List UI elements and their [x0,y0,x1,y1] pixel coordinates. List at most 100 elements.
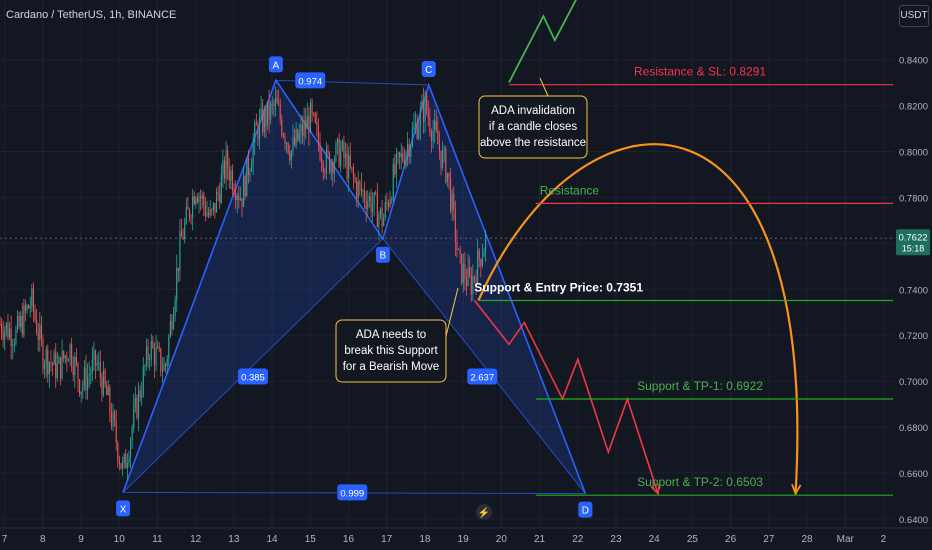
candle-body [266,101,269,126]
candle-body [373,192,375,205]
candle-body [155,347,157,366]
candle-body [96,363,98,366]
candle-body [125,454,127,469]
pattern-ratio-box [237,368,268,385]
candle-body [392,164,394,201]
candle-body [74,356,76,376]
candle-body [174,299,176,316]
candle-body [418,127,420,139]
callout-pointer [445,287,459,337]
candle-body [235,193,237,201]
candle-body [360,183,362,192]
candle-body [142,366,144,395]
pattern-point-marker [421,60,436,77]
pattern-point-marker [268,56,283,73]
time-tick-label: 2 [881,534,887,545]
candle-body [220,174,222,203]
candle-body [217,192,219,194]
pattern-point-label: B [380,251,387,262]
candle-body [20,315,22,327]
candle-body [485,233,487,251]
candle-body [286,142,288,144]
pattern-ratio-label: 0.999 [340,488,364,499]
event-lightning-icon [476,504,493,520]
candle-body [313,113,315,115]
candle-body [346,153,348,179]
candle-body [469,266,471,276]
candle-body [424,95,426,122]
candle-body [329,152,331,173]
candle-body [435,120,437,130]
pattern-point-label: A [273,60,280,71]
candle-body [59,357,62,379]
candle-body [289,152,291,161]
candle-body [145,346,148,366]
candle-body [357,181,359,199]
time-tick-label: 26 [725,534,737,545]
price-tick-label: 0.6800 [899,423,928,434]
candle-body [305,120,307,129]
candle-body [50,362,52,364]
bullish-scenario-path [508,0,577,84]
candle-body [257,125,259,140]
candle-body [450,177,452,211]
time-axis: 7 8 9 10 11 12 13 14 15 16 17 18 19 20 21 22 23 24 25 26 27 2… [0,504,932,550]
candle-body [413,125,415,129]
candle-body [402,153,404,161]
level-label: Resistance [540,183,600,197]
candle-body [314,113,316,123]
candle-body [166,358,168,367]
candle-body [440,150,442,168]
candle-body [45,349,47,365]
candle-body [416,122,418,139]
candle-body [290,150,292,161]
candle-body [442,150,444,168]
candle-body [437,129,439,145]
candle-body [23,305,25,335]
candle-body [67,360,70,362]
candle-body [467,266,469,286]
candle-body [233,190,235,194]
candle-body [422,100,425,122]
candle-body [149,359,151,361]
candle-body [222,160,224,175]
candle-body [446,172,448,183]
candle-body [180,231,183,237]
symbol-title[interactable]: Cardano / TetherUS, 1h, BINANCE [6,9,177,21]
candle-body [165,364,167,367]
currency-unit-button[interactable]: USDT [899,5,929,27]
time-tick-label: 27 [763,534,775,545]
candle-body [295,129,297,146]
callout-box [478,95,588,159]
candle-body [255,123,257,126]
candle-body [370,195,372,213]
candle-body [161,370,163,372]
price-tick-label: 0.7000 [899,377,928,388]
candle-body [102,370,105,396]
candle-body [107,387,109,396]
last-price-tag [896,229,930,256]
candle-body [308,115,310,133]
candle-body [465,280,468,286]
candle-body [28,305,30,309]
pattern-ratio-line [382,238,586,494]
candle-body [58,357,60,364]
candle-body [56,363,58,379]
candle-body [344,153,347,159]
price-tick-label: 0.7800 [899,193,928,204]
candle-body [389,199,391,207]
candle-body [477,250,479,284]
last-price-value: 0.7622 [898,232,927,243]
candlestick-series [0,86,893,480]
orange-projection-arc [477,143,799,494]
candle-body [481,257,483,267]
price-tick-label: 0.8200 [899,102,928,113]
candle-body [292,137,294,151]
time-tick-label: 15 [305,534,317,545]
candle-body [204,205,206,216]
candle-body [18,316,20,327]
candle-body [429,118,431,133]
candle-body [321,159,323,163]
candle-body [405,153,407,165]
